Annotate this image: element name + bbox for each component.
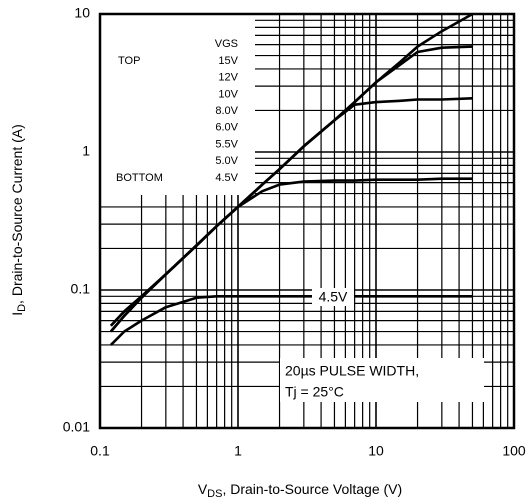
annotation-bg: [312, 288, 354, 306]
y-label-main: I: [9, 312, 25, 316]
y-tick-label: 10: [74, 5, 90, 21]
legend-title: VGS: [215, 38, 238, 50]
plot-frame: [98, 12, 516, 430]
curve: [109, 295, 473, 346]
y-label-sub: D: [16, 304, 28, 312]
annotation: Tj = 25°C: [285, 384, 344, 400]
x-axis-label: VDS, Drain-to-Source Voltage (V): [198, 481, 402, 500]
legend-bottom: BOTTOM: [116, 172, 163, 184]
legend-entry: 12V: [218, 72, 238, 84]
y-tick-label: 0.1: [71, 281, 91, 297]
y-axis-label: ID, Drain-to-Source Current (A): [9, 124, 28, 316]
legend-entry: 4.5V: [215, 172, 238, 184]
curve-label: 4.5V: [319, 289, 348, 305]
legend-box: [101, 15, 255, 195]
legend-entry: 15V: [218, 55, 238, 67]
legend-entry: 10V: [218, 88, 238, 100]
legend-entry: 8.0V: [215, 105, 238, 117]
x-label-sub: DS: [207, 488, 222, 500]
annotation-bg: [280, 358, 484, 402]
x-tick-label: 1: [234, 443, 242, 459]
x-tick-label: 0.1: [90, 443, 110, 459]
x-tick-label: 100: [502, 443, 526, 459]
x-tick-label: 10: [368, 443, 384, 459]
legend-entry: 5.0V: [215, 155, 238, 167]
curve: [109, 177, 473, 333]
x-label-rest: , Drain-to-Source Voltage (V): [222, 481, 402, 497]
legend-top: TOP: [118, 55, 140, 67]
y-tick-label: 0.01: [63, 419, 90, 435]
y-label-rest: , Drain-to-Source Current (A): [9, 124, 25, 304]
legend-entry: 5.5V: [215, 138, 238, 150]
annotation: 20µs PULSE WIDTH,: [285, 363, 419, 379]
x-label-main: V: [198, 481, 208, 497]
y-tick-label: 1: [82, 143, 90, 159]
legend-entry: 6.0V: [215, 122, 238, 134]
